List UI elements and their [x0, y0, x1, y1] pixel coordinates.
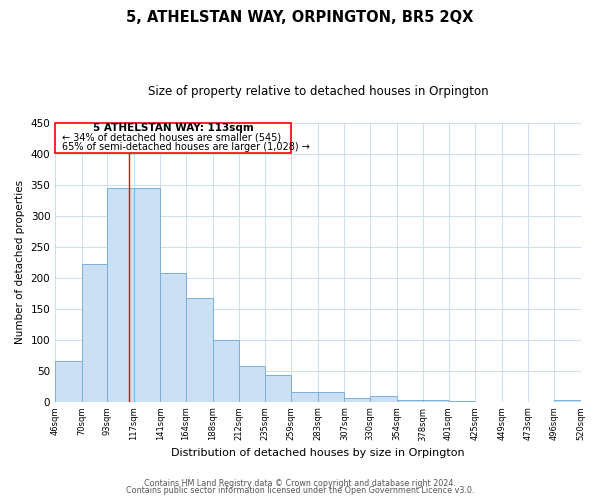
- Bar: [160, 274, 186, 402]
- Bar: [82, 264, 107, 402]
- Bar: [265, 375, 291, 402]
- Bar: [423, 400, 449, 402]
- Bar: [397, 400, 423, 402]
- Y-axis label: Number of detached properties: Number of detached properties: [15, 180, 25, 344]
- Bar: [449, 401, 475, 402]
- Bar: [134, 188, 160, 402]
- Bar: [318, 392, 344, 402]
- Text: 65% of semi-detached houses are larger (1,028) →: 65% of semi-detached houses are larger (…: [62, 142, 310, 152]
- Bar: [370, 396, 397, 402]
- Bar: [55, 362, 82, 402]
- Bar: [344, 398, 370, 402]
- Bar: [212, 340, 239, 402]
- Text: Contains public sector information licensed under the Open Government Licence v3: Contains public sector information licen…: [126, 486, 474, 495]
- Bar: [291, 392, 318, 402]
- Bar: [107, 188, 134, 402]
- Text: 5, ATHELSTAN WAY, ORPINGTON, BR5 2QX: 5, ATHELSTAN WAY, ORPINGTON, BR5 2QX: [127, 10, 473, 25]
- Bar: [554, 400, 581, 402]
- Text: ← 34% of detached houses are smaller (545): ← 34% of detached houses are smaller (54…: [62, 132, 281, 142]
- Bar: [186, 298, 212, 402]
- X-axis label: Distribution of detached houses by size in Orpington: Distribution of detached houses by size …: [171, 448, 464, 458]
- Text: Contains HM Land Registry data © Crown copyright and database right 2024.: Contains HM Land Registry data © Crown c…: [144, 478, 456, 488]
- Text: 5 ATHELSTAN WAY: 113sqm: 5 ATHELSTAN WAY: 113sqm: [93, 122, 254, 132]
- Bar: [55, 123, 291, 152]
- Title: Size of property relative to detached houses in Orpington: Size of property relative to detached ho…: [148, 85, 488, 98]
- Bar: [239, 366, 265, 402]
